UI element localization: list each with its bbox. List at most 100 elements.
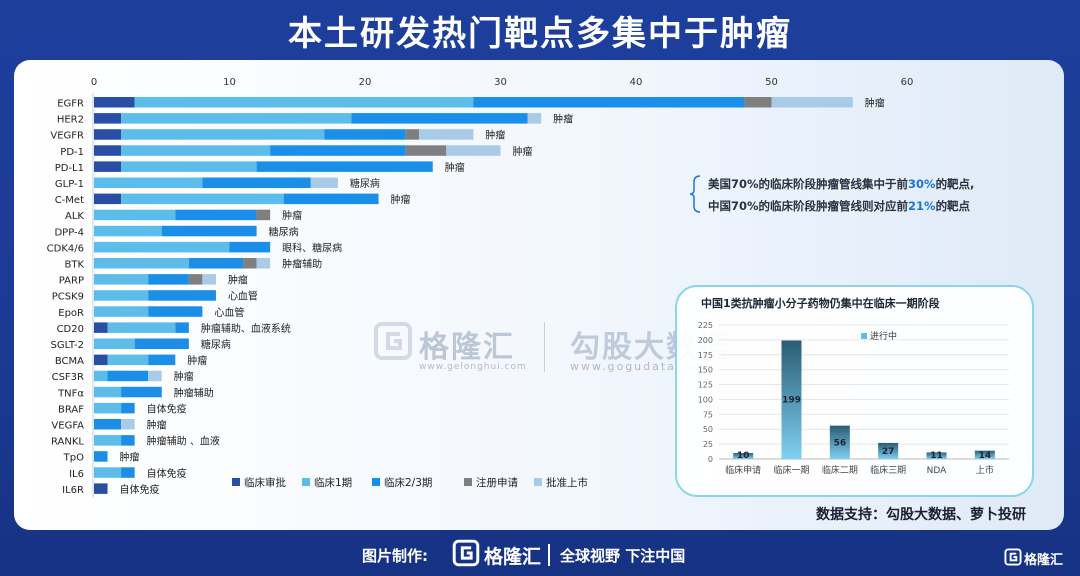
category-label: TNFα bbox=[57, 388, 84, 399]
x-tick-label: 10 bbox=[223, 77, 236, 88]
category-label: VEGFA bbox=[51, 421, 84, 432]
x-tick-label: 20 bbox=[359, 77, 372, 88]
bar-segment bbox=[148, 306, 203, 317]
bar-segment bbox=[256, 209, 271, 221]
legend-label: 注册申请 bbox=[476, 476, 518, 489]
bar-segment bbox=[310, 177, 338, 188]
bar-annotation: 糖尿病 bbox=[201, 338, 231, 351]
bar-segment bbox=[107, 354, 149, 366]
bar-segment bbox=[94, 145, 122, 156]
bar-segment bbox=[94, 419, 122, 430]
inset-x-label: 临床一期 bbox=[773, 464, 809, 476]
bar-segment bbox=[771, 97, 853, 108]
category-label: EpoR bbox=[58, 308, 84, 319]
x-tick-label: 30 bbox=[494, 77, 507, 88]
inset-x-label: 临床申请 bbox=[725, 464, 761, 476]
bar-segment bbox=[229, 241, 271, 253]
legend-swatch bbox=[534, 478, 542, 486]
corner-brand: 格隆汇 bbox=[1024, 553, 1064, 568]
legend-label: 批准上市 bbox=[546, 476, 588, 489]
bar-segment bbox=[121, 161, 257, 172]
inset-chart-title: 中国1类抗肿瘤小分子药物仍集中在临床一期阶段 bbox=[701, 297, 940, 310]
inset-chart-panel: 中国1类抗肿瘤小分子药物仍集中在临床一期阶段 0 25 50 75 100 125 150 1… bbox=[675, 285, 1034, 497]
inset-x-label: 临床二期 bbox=[822, 464, 858, 476]
watermark-brand: 格隆汇 bbox=[419, 330, 515, 365]
footer-divider bbox=[548, 544, 550, 566]
bar-annotation: 肿瘤 bbox=[391, 193, 411, 206]
category-label: IL6R bbox=[62, 485, 84, 496]
bar-segment bbox=[419, 129, 474, 140]
watermark-url: www.gelonghui.com bbox=[419, 362, 527, 372]
category-label: C-Met bbox=[55, 195, 84, 206]
bar-annotation: 肿瘤 bbox=[282, 209, 302, 222]
bar-segment bbox=[148, 290, 216, 301]
bar-segment bbox=[161, 225, 257, 237]
inset-x-label: NDA bbox=[927, 466, 948, 476]
bar-segment bbox=[283, 193, 379, 205]
bar-annotation: 肿瘤 bbox=[228, 274, 248, 287]
legend-label: 临床2/3期 bbox=[384, 476, 432, 489]
bar-segment bbox=[94, 322, 108, 333]
bar-segment bbox=[202, 274, 216, 285]
note-line-2: 中国70%的临床阶段肿瘤管线则对应前21%的靶点 bbox=[708, 198, 1068, 214]
bar-segment bbox=[94, 161, 122, 172]
note-text: 的靶点 bbox=[935, 199, 971, 213]
bar-segment bbox=[148, 274, 189, 285]
inset-bar-value: 10 bbox=[737, 451, 750, 461]
x-tick-label: 0 bbox=[91, 77, 97, 88]
legend-swatch bbox=[232, 478, 240, 486]
category-label: SGLT-2 bbox=[51, 340, 84, 351]
legend-label: 进行中 bbox=[870, 330, 897, 342]
bar-annotation: 肿瘤 bbox=[445, 161, 465, 174]
category-label: PCSK9 bbox=[52, 292, 84, 303]
category-label: PD-L1 bbox=[55, 163, 84, 174]
inset-bar-value: 14 bbox=[979, 451, 992, 461]
legend-swatch bbox=[372, 478, 380, 486]
bar-annotation: 心血管 bbox=[214, 306, 244, 319]
y-axis-line bbox=[92, 93, 94, 498]
inset-bar bbox=[878, 442, 899, 459]
category-label: BCMA bbox=[55, 356, 84, 367]
inset-bar bbox=[974, 450, 995, 459]
inset-bar bbox=[829, 425, 850, 459]
note-brace-icon bbox=[689, 175, 701, 213]
x-tick-label: 40 bbox=[630, 77, 643, 88]
inset-bar bbox=[781, 340, 802, 459]
bar-segment bbox=[107, 322, 176, 333]
bar-segment bbox=[94, 241, 230, 253]
category-label: CDK4/6 bbox=[47, 243, 84, 254]
legend-swatch bbox=[464, 478, 472, 486]
category-label: BRAF bbox=[58, 404, 84, 415]
category-label: BTK bbox=[64, 260, 84, 271]
bar-annotation: 肿瘤辅助 、血液 bbox=[147, 435, 220, 448]
bar-annotation: 肿瘤 bbox=[147, 419, 167, 432]
category-label: EGFR bbox=[57, 99, 84, 110]
bar-segment bbox=[94, 467, 122, 478]
bar-annotation: 眼科、糖尿病 bbox=[282, 241, 342, 254]
corner-logo-icon bbox=[1004, 548, 1022, 566]
legend-swatch bbox=[302, 478, 310, 486]
bar-segment bbox=[94, 354, 108, 366]
bar-segment bbox=[121, 113, 352, 124]
inset-bar-value: 27 bbox=[882, 447, 895, 457]
note-text: 中国70%的临床阶段肿瘤管线则对应前 bbox=[708, 199, 909, 213]
bar-segment bbox=[148, 354, 176, 366]
bar-segment bbox=[405, 129, 420, 140]
note-highlight: 21% bbox=[908, 199, 936, 213]
bar-annotation: 肿瘤辅助 bbox=[174, 386, 214, 399]
bar-segment bbox=[202, 177, 311, 188]
note-line-1: 美国70%的临床阶段肿瘤管线集中于前30%的靶点, bbox=[708, 176, 1068, 192]
inset-bar-value: 56 bbox=[834, 438, 847, 448]
bar-annotation: 肿瘤 bbox=[174, 370, 194, 383]
category-label: DPP-4 bbox=[54, 227, 84, 238]
footer-brand: 格隆汇 bbox=[484, 546, 542, 568]
bar-annotation: 肿瘤 bbox=[553, 113, 573, 126]
bar-segment bbox=[121, 402, 135, 414]
bar-segment bbox=[473, 97, 745, 108]
y-tick-label: 175 bbox=[698, 351, 713, 360]
bar-annotation: 肿瘤辅助、血液系统 bbox=[201, 322, 291, 335]
bar-segment bbox=[148, 370, 162, 382]
bar-segment bbox=[243, 258, 257, 269]
bar-annotation: 肿瘤 bbox=[513, 145, 533, 158]
bar-segment bbox=[188, 274, 203, 285]
